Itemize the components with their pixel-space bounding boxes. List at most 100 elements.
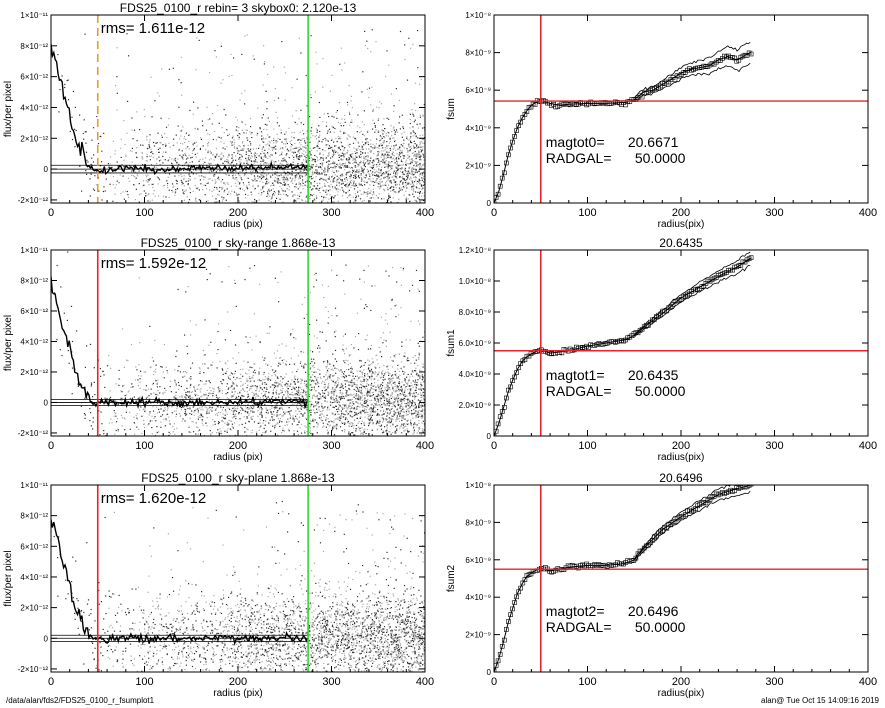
- pixel-point: [353, 175, 355, 177]
- pixel-point: [162, 144, 164, 146]
- pixel-point: [350, 176, 352, 178]
- pixel-point: [245, 169, 247, 171]
- pixel-point: [81, 190, 83, 192]
- pixel-point: [269, 142, 271, 144]
- pixel-point: [361, 376, 363, 378]
- pixel-point: [322, 394, 324, 397]
- pixel-point: [233, 146, 236, 148]
- pixel-point: [371, 161, 373, 164]
- pixel-point: [415, 170, 417, 172]
- pixel-point: [418, 187, 421, 189]
- pixel-point: [319, 395, 321, 397]
- pixel-point: [114, 193, 116, 195]
- pixel-point: [378, 165, 380, 167]
- pixel-point: [323, 113, 325, 115]
- pixel-point: [238, 127, 240, 129]
- pixel-point: [295, 200, 297, 202]
- pixel-point: [221, 127, 223, 129]
- pixel-point: [348, 135, 350, 137]
- pixel-point: [369, 166, 371, 168]
- pixel-point: [298, 158, 300, 160]
- pixel-point: [185, 398, 187, 400]
- pixel-point: [206, 279, 208, 281]
- pixel-point: [349, 183, 351, 185]
- pixel-point: [355, 197, 357, 199]
- pixel-point: [158, 160, 161, 162]
- pixel-point: [377, 384, 379, 386]
- pixel-point: [96, 170, 98, 172]
- pixel-point: [334, 153, 336, 156]
- pixel-point: [187, 180, 189, 182]
- pixel-point: [187, 353, 189, 355]
- pixel-point: [277, 97, 280, 99]
- pixel-point: [84, 397, 86, 399]
- pixel-point: [224, 160, 226, 162]
- pixel-point: [408, 150, 410, 152]
- pixel-point: [401, 177, 404, 179]
- pixel-point: [258, 155, 260, 157]
- pixel-point: [420, 434, 422, 436]
- pixel-point: [269, 145, 271, 147]
- pixel-point: [339, 63, 341, 65]
- pixel-point: [376, 175, 378, 177]
- pixel-point: [285, 208, 286, 209]
- pixel-point: [363, 163, 366, 165]
- pixel-point: [377, 129, 379, 132]
- pixel-point: [406, 148, 408, 150]
- pixel-point: [391, 161, 393, 163]
- pixel-point: [267, 211, 268, 212]
- pixel-point: [261, 174, 263, 176]
- pixel-point: [414, 132, 416, 135]
- pixel-point: [327, 376, 329, 378]
- pixel-point: [84, 414, 86, 416]
- pixel-point: [343, 132, 345, 135]
- pixel-point: [264, 393, 266, 395]
- pixel-point: [181, 156, 183, 158]
- pixel-point: [282, 165, 284, 167]
- pixel-point: [209, 382, 211, 384]
- pixel-point: [269, 195, 271, 197]
- pixel-point: [332, 167, 334, 169]
- pixel-point: [384, 128, 386, 130]
- pixel-point: [363, 176, 365, 178]
- pixel-point: [320, 157, 322, 159]
- pixel-point: [208, 407, 210, 409]
- pixel-point: [271, 204, 272, 205]
- pixel-point: [251, 179, 253, 181]
- pixel-point: [416, 154, 418, 156]
- pixel-point: [309, 182, 311, 184]
- pixel-point: [367, 368, 370, 370]
- pixel-point: [298, 158, 300, 160]
- pixel-point: [176, 142, 178, 144]
- pixel-point: [336, 184, 338, 186]
- pixel-point: [323, 407, 325, 409]
- pixel-point: [263, 163, 265, 165]
- pixel-point: [238, 200, 240, 202]
- pixel-point: [398, 187, 400, 189]
- pixel-point: [264, 382, 266, 384]
- pixel-point: [379, 257, 380, 258]
- pixel-point: [155, 166, 157, 168]
- pixel-point: [296, 413, 298, 415]
- pixel-point: [207, 380, 209, 382]
- pixel-point: [91, 139, 93, 141]
- pixel-point: [236, 126, 238, 128]
- pixel-point: [284, 180, 286, 182]
- pixel-point: [185, 180, 187, 183]
- pixel-point: [341, 422, 344, 424]
- pixel-point: [318, 224, 319, 225]
- pixel-point: [290, 205, 291, 206]
- pixel-point: [360, 153, 362, 155]
- pixel-point: [401, 189, 403, 191]
- pixel-point: [291, 155, 293, 157]
- pixel-point: [194, 203, 195, 204]
- pixel-point: [245, 132, 247, 134]
- pixel-point: [220, 158, 222, 161]
- pixel-point: [274, 382, 276, 384]
- pixel-point: [313, 443, 314, 444]
- pixel-point: [265, 156, 267, 158]
- pixel-point: [356, 417, 358, 420]
- pixel-point: [345, 192, 347, 194]
- pixel-point: [141, 157, 143, 159]
- pixel-point: [414, 396, 416, 398]
